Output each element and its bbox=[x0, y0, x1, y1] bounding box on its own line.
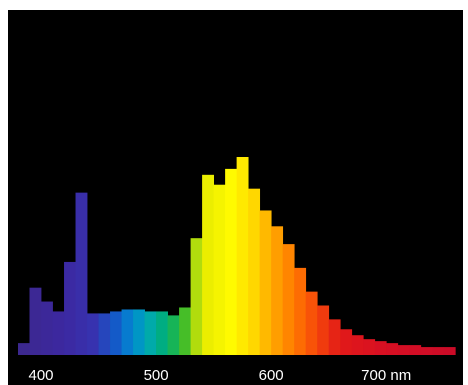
spectrum-bar bbox=[190, 238, 203, 355]
spectrum-bar bbox=[236, 157, 249, 355]
spectrum-bar bbox=[110, 311, 122, 355]
spectrum-bar bbox=[409, 345, 422, 355]
spectrum-bar bbox=[420, 347, 433, 355]
x-tick-label: 700 nm bbox=[361, 367, 411, 384]
spectrum-bar bbox=[156, 311, 168, 355]
spectrum-bar bbox=[87, 313, 99, 355]
spectrum-bar bbox=[29, 287, 42, 355]
spectrum-bar bbox=[75, 192, 88, 355]
spectrum-bar bbox=[340, 329, 353, 355]
x-tick-label: 500 bbox=[144, 367, 169, 384]
spectrum-bar bbox=[41, 301, 53, 355]
spectrum-bar bbox=[374, 341, 387, 355]
spectrum-bar bbox=[64, 261, 76, 355]
spectrum-bar bbox=[259, 210, 272, 355]
spectrum-bar bbox=[248, 188, 261, 355]
spectrum-bar bbox=[225, 168, 238, 355]
x-tick-label: 600 bbox=[259, 367, 284, 384]
spectrum-bar bbox=[363, 339, 376, 355]
spectrum-bar bbox=[432, 347, 445, 355]
spectrum-bar bbox=[133, 309, 145, 355]
spectrum-bar bbox=[121, 309, 134, 355]
spectrum-bar bbox=[144, 311, 157, 355]
spectrum-bar bbox=[397, 345, 410, 355]
x-axis-ticks: 400 500 600 700 nm bbox=[28, 367, 411, 384]
spectrum-bar bbox=[52, 311, 65, 355]
spectrum-bar bbox=[282, 244, 295, 355]
x-tick-label: 400 bbox=[28, 367, 53, 384]
spectrum-bar bbox=[328, 319, 341, 355]
spectrum-bar bbox=[213, 184, 226, 355]
spectrum-bar bbox=[202, 174, 215, 355]
spectrum-bar bbox=[443, 347, 456, 355]
bars-layer bbox=[18, 157, 456, 355]
spectrum-chart: 400 500 600 700 nm bbox=[8, 10, 463, 385]
spectrum-bar bbox=[98, 313, 111, 355]
spectrum-bar bbox=[305, 291, 318, 355]
spectrum-bar bbox=[317, 305, 330, 355]
spectrum-bar bbox=[386, 343, 399, 355]
spectrum-plot: 400 500 600 700 nm bbox=[18, 157, 456, 384]
spectrum-bar bbox=[351, 335, 364, 355]
spectrum-bar bbox=[167, 315, 180, 355]
spectrum-bar bbox=[294, 267, 307, 355]
spectrum-bar bbox=[271, 226, 284, 355]
spectrum-bar bbox=[18, 343, 30, 355]
spectrum-bar bbox=[179, 307, 191, 355]
